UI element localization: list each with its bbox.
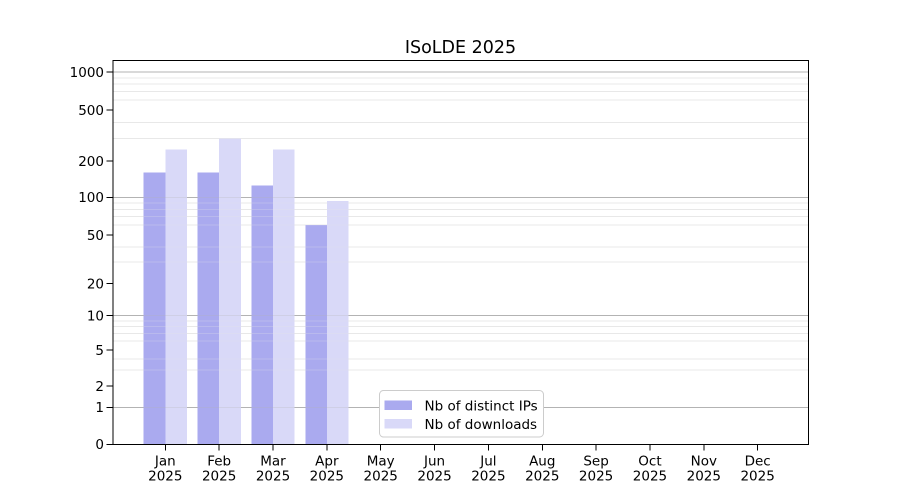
x-tick-label-year: 2025 [310, 469, 344, 485]
x-tick-label-month: May [367, 453, 395, 469]
x-tick-label-year: 2025 [256, 469, 290, 485]
bars [143, 138, 349, 445]
x-tick-label-year: 2025 [687, 469, 721, 485]
y-tick-label: 1 [95, 400, 104, 416]
x-tick-label-year: 2025 [364, 469, 398, 485]
x-tick-label-year: 2025 [579, 469, 613, 485]
x-tick-label-month: Dec [745, 453, 771, 469]
x-tick-label-month: Jan [154, 453, 176, 469]
y-tick-label: 10 [87, 309, 104, 325]
x-tick-label-month: Nov [691, 453, 717, 469]
bar-distinct-ips [305, 225, 327, 445]
x-axis-labels: Jan2025Feb2025Mar2025Apr2025May2025Jun20… [148, 453, 775, 484]
x-tick-label-year: 2025 [740, 469, 774, 485]
bar-downloads [326, 201, 349, 445]
legend-label-distinct-ips: Nb of distinct IPs [425, 399, 538, 415]
y-tick-label: 50 [87, 228, 104, 244]
y-tick-label: 1000 [70, 65, 104, 81]
bar-downloads [165, 149, 187, 445]
legend: Nb of distinct IPs Nb of downloads [379, 390, 544, 438]
y-tick-label: 200 [78, 154, 104, 170]
bar-distinct-ips [197, 172, 220, 445]
x-tick-label-month: Oct [638, 453, 661, 469]
legend-swatch-distinct-ips [384, 400, 412, 410]
y-tick-label: 20 [87, 276, 104, 292]
x-tick-label-month: Mar [260, 453, 286, 469]
x-tick-label-month: Jul [479, 453, 496, 469]
x-tick-label-month: Jun [423, 453, 445, 469]
y-tick-label: 500 [78, 103, 104, 119]
chart-title: ISoLDE 2025 [405, 38, 516, 58]
y-tick-label: 2 [95, 379, 104, 395]
gridline-overlay [113, 71, 809, 408]
x-tick-label-year: 2025 [471, 469, 505, 485]
x-tick-label-month: Aug [529, 453, 555, 469]
bar-distinct-ips [251, 185, 273, 445]
x-tick-label-year: 2025 [202, 469, 236, 485]
axis-ticks [106, 71, 759, 451]
legend-swatch-downloads [384, 419, 412, 429]
y-tick-label: 0 [95, 437, 104, 453]
x-tick-label-year: 2025 [633, 469, 667, 485]
x-tick-label-year: 2025 [417, 469, 451, 485]
bar-distinct-ips [143, 172, 166, 445]
legend-label-downloads: Nb of downloads [425, 417, 538, 433]
y-tick-label: 5 [95, 343, 104, 359]
bar-downloads [273, 149, 295, 445]
bar-downloads [219, 138, 241, 445]
x-tick-label-month: Feb [207, 453, 231, 469]
x-tick-label-year: 2025 [148, 469, 182, 485]
x-tick-label-month: Apr [315, 453, 339, 469]
plot-border [112, 60, 809, 445]
legend-box [379, 390, 544, 438]
x-tick-label-month: Sep [583, 453, 608, 469]
y-tick-label: 100 [78, 190, 104, 206]
x-tick-label-year: 2025 [525, 469, 559, 485]
